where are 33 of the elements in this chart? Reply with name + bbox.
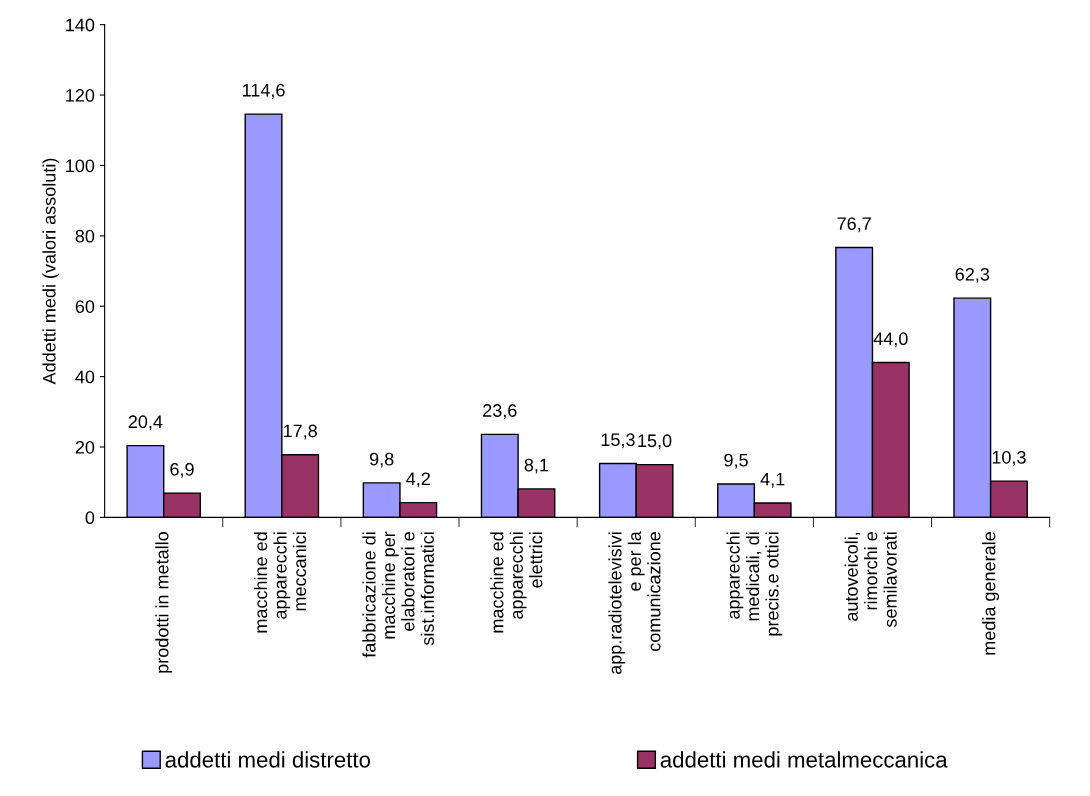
x-tick-label: macchine ed apparecchi elettrici xyxy=(490,532,543,633)
data-label: 9,8 xyxy=(369,452,394,468)
data-label: 8,1 xyxy=(524,458,549,474)
x-tick-label: media generale xyxy=(982,532,1000,655)
data-label: 6,9 xyxy=(170,462,194,478)
data-label: 20,4 xyxy=(128,415,163,431)
data-label: 44,0 xyxy=(873,332,908,348)
y-tick-label: 20 xyxy=(75,440,95,454)
y-tick-label: 100 xyxy=(66,159,95,173)
data-label: 17,8 xyxy=(283,424,317,440)
data-label: 114,6 xyxy=(242,83,285,99)
data-label: 15,3 xyxy=(601,433,635,449)
data-label: 23,6 xyxy=(483,404,517,420)
x-tick-label: prodotti in metallo xyxy=(155,532,173,673)
data-label: 62,3 xyxy=(955,267,990,283)
y-tick-label: 120 xyxy=(66,89,95,102)
data-label: 4,2 xyxy=(406,472,430,488)
x-tick-label: apparecchi medicali, di precis.e ottici xyxy=(726,532,783,636)
data-label: 4,1 xyxy=(760,472,785,488)
data-label: 76,7 xyxy=(837,217,871,233)
data-label: 9,5 xyxy=(724,453,748,469)
legend-label: addetti medi metalmeccanica xyxy=(660,751,948,768)
y-tick-label: 80 xyxy=(75,229,95,243)
y-tick-label: 40 xyxy=(75,370,95,384)
legend-label: addetti medi distretto xyxy=(165,751,370,768)
x-tick-label: app.radiotelevisivi e per la comunicazione xyxy=(608,531,661,675)
x-tick-label: macchine ed apparecchi meccanici xyxy=(253,532,307,633)
y-axis-title: Addetti medi (valori assoluti) xyxy=(42,158,60,385)
y-tick-label: 0 xyxy=(85,511,95,525)
y-tick-label: 140 xyxy=(66,18,95,32)
y-tick-label: 60 xyxy=(75,300,95,313)
data-label: 10,3 xyxy=(992,450,1026,466)
data-label: 15,0 xyxy=(638,434,672,450)
